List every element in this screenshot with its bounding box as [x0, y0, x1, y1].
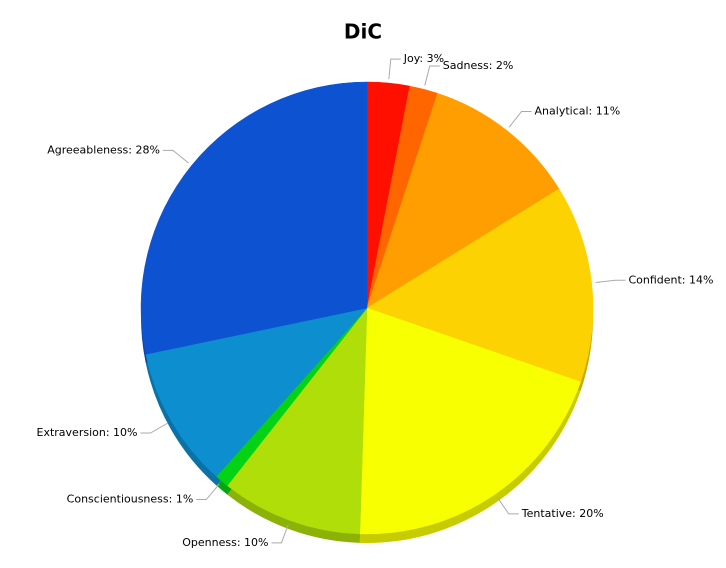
leader-line: [497, 497, 519, 515]
slice: [140, 81, 368, 355]
slice-label: Sadness: 2%: [443, 59, 514, 72]
slice: [359, 307, 581, 535]
leader-line: [140, 422, 169, 434]
leader-line: [595, 279, 626, 284]
slice-label: Tentative: 20%: [521, 507, 604, 520]
slice-label: Joy: 3%: [403, 52, 444, 65]
slice: [226, 307, 368, 535]
slice-label: Extraversion: 10%: [37, 426, 138, 439]
leader-line: [424, 65, 440, 86]
slice-label: Openness: 10%: [182, 536, 268, 549]
leader-line: [508, 110, 532, 128]
leader-line: [196, 483, 220, 501]
slice-label: Confident: 14%: [628, 273, 713, 286]
slice: [366, 188, 594, 383]
slice-label: Conscientiousness: 1%: [67, 493, 194, 506]
slice-label: Analytical: 11%: [535, 104, 621, 117]
slice-label: Agreeableness: 28%: [47, 143, 160, 156]
slice: [145, 307, 368, 477]
leader-line: [271, 523, 289, 544]
chart-title: DiC: [344, 20, 382, 44]
slice: [366, 92, 560, 309]
leader-line: [162, 149, 189, 164]
leader-line: [388, 58, 401, 80]
